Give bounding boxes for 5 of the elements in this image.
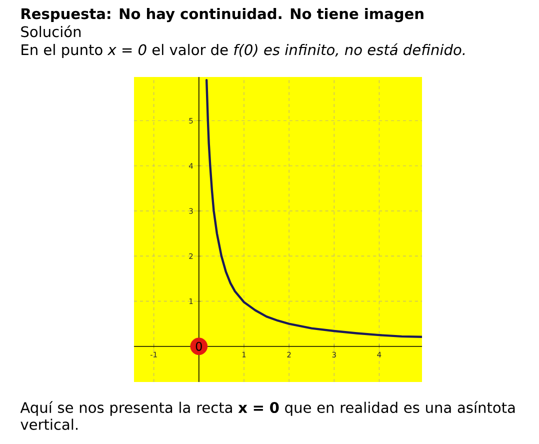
text: Aquí se nos presenta la recta x = 0 que en realidad es una asíntota vertical. [20,401,515,430]
chart-subtitle: Solución [21,25,81,38]
text: En el punto x = 0 el valor de f(0) es infinito, no está definido. [22,43,465,58]
chart-title: Respuesta: No hay continuidad. No tiene imagen [22,8,424,22]
data-label: 0 [196,342,202,351]
